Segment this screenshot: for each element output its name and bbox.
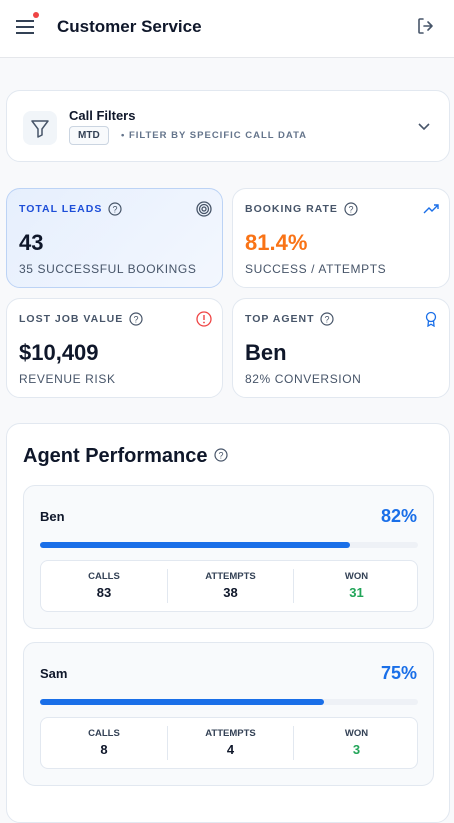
stat-value: 38 (223, 585, 238, 600)
filter-icon (23, 111, 57, 145)
stat: WON 31 (293, 569, 419, 603)
kpi-icon (196, 311, 212, 327)
help-icon[interactable]: ? (344, 202, 358, 216)
svg-text:?: ? (112, 205, 117, 215)
kpi-label: BOOKING RATE (245, 203, 338, 215)
stat-label: ATTEMPTS (205, 728, 256, 739)
kpi-sub: 82% CONVERSION (245, 372, 362, 386)
help-icon[interactable]: ? (129, 312, 143, 326)
stat-value: 3 (352, 742, 361, 757)
agent-rate: 82% (380, 506, 417, 526)
agent-name: Sam (40, 666, 68, 681)
logout-button[interactable] (416, 16, 436, 36)
kpi-card[interactable]: LOST JOB VALUE? $10,409 REVENUE RISK (6, 298, 223, 398)
stat: CALLS 83 (41, 569, 167, 603)
stats-box: CALLS 83 ATTEMPTS 38 WON 31 (40, 560, 418, 612)
progress-track (40, 542, 418, 548)
progress-track (40, 699, 418, 705)
filters-hint: • FILTER BY SPECIFIC CALL DATA (121, 130, 308, 141)
stat-value: 83 (96, 585, 112, 600)
kpi-icon (196, 201, 212, 217)
svg-text:?: ? (218, 451, 223, 461)
help-icon[interactable]: ? (108, 202, 122, 216)
agent-rate: 75% (380, 663, 417, 683)
agent-card[interactable]: Sam 75% CALLS 8 ATTEMPTS 4 WON 3 (23, 642, 434, 786)
kpi-value: 81.4% (245, 230, 308, 255)
help-icon[interactable]: ? (320, 312, 334, 326)
stat-value: 31 (349, 585, 364, 600)
kpi-sub: REVENUE RISK (19, 372, 116, 386)
stat: CALLS 8 (41, 726, 167, 760)
kpi-sub: 35 SUCCESSFUL BOOKINGS (19, 262, 197, 276)
kpi-card[interactable]: BOOKING RATE? 81.4% SUCCESS / ATTEMPTS (232, 188, 450, 288)
kpi-value: $10,409 (19, 340, 99, 365)
stat-label: WON (344, 728, 369, 739)
kpi-label: TOTAL LEADS (19, 203, 103, 215)
page-title: Customer Service (57, 17, 202, 36)
stat-value: 8 (100, 742, 108, 757)
stat: WON 3 (293, 726, 419, 760)
call-filters[interactable]: Call Filters MTD • FILTER BY SPECIFIC CA… (6, 90, 450, 162)
kpi-sub: SUCCESS / ATTEMPTS (245, 262, 387, 276)
stats-box: CALLS 8 ATTEMPTS 4 WON 3 (40, 717, 418, 769)
menu-button[interactable] (14, 12, 40, 40)
stat-label: CALLS (88, 571, 120, 582)
stat-label: CALLS (88, 728, 120, 739)
kpi-icon (423, 201, 439, 217)
stat: ATTEMPTS 4 (167, 726, 293, 760)
agent-card[interactable]: Ben 82% CALLS 83 ATTEMPTS 38 WON 31 (23, 485, 434, 629)
agent-name: Ben (40, 509, 65, 524)
svg-text:?: ? (324, 315, 329, 325)
kpi-label: TOP AGENT (245, 313, 315, 325)
stat-label: ATTEMPTS (205, 571, 256, 582)
section-title: Agent Performance (23, 445, 208, 467)
svg-text:?: ? (133, 315, 138, 325)
kpi-icon (423, 311, 439, 328)
header: Customer Service (0, 0, 454, 58)
kpi-value: 43 (19, 230, 44, 255)
chevron (418, 123, 430, 131)
kpi-card[interactable]: TOP AGENT? Ben 82% CONVERSION (232, 298, 450, 398)
agent-performance: Agent Performance ? Ben 82% CALLS 83 ATTEMPT… (6, 423, 450, 823)
progress-bar (40, 542, 350, 548)
help-icon[interactable]: ? (214, 448, 228, 462)
filters-title: Call Filters (69, 108, 136, 123)
progress-bar (40, 699, 324, 705)
period-badge[interactable]: MTD (69, 126, 109, 145)
kpi-label: LOST JOB VALUE (19, 313, 124, 325)
svg-text:?: ? (348, 205, 353, 215)
stat-label: WON (344, 571, 369, 582)
kpi-card[interactable]: TOTAL LEADS? 43 35 SUCCESSFUL BOOKINGS (6, 188, 223, 288)
stat: ATTEMPTS 38 (167, 569, 293, 603)
kpi-value: Ben (245, 340, 287, 365)
stat-value: 4 (226, 742, 235, 757)
